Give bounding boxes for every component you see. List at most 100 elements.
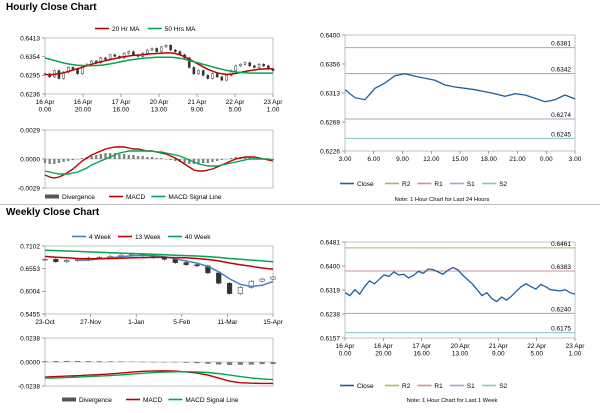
hourly-pivot-x-tick-label: 0.00 [540,156,553,163]
hourly-price-y-tick-label: 0.6413 [20,35,40,42]
divergence-bar [113,153,116,159]
candle-body [64,260,70,263]
divergence-bar [42,361,48,362]
weekly-pivot-x-tick-label: 23 Apr 1.00 [566,343,586,358]
candle-body [237,287,244,294]
candle-body [122,52,126,59]
macd-signal-line [44,150,274,175]
candle-body [132,51,135,56]
hourly-pivot-close-line [344,73,576,103]
divergence-bar [259,362,265,365]
divergence-bar [248,157,251,159]
weekly-price-x-tick-label: 27-Nov [80,319,102,326]
candle-body [146,49,149,54]
candle-body [248,280,254,288]
weekly-price-x-tick-label: 23-Oct [35,319,55,326]
weekly-pivot-y-tick-label: 0.6319 [320,287,340,294]
divergence-bar [99,154,102,159]
hourly-macd-legend-label: MACD [126,194,145,201]
hourly-pivot-note: Note: 1 Hour Chart for Last 24 Hours [395,197,490,203]
divergence-bar [174,159,177,161]
weekly-price-y-tick-label: 0.6004 [20,289,40,296]
candle-body [259,278,265,282]
candle-body [216,272,222,284]
candle-body [270,276,276,280]
hourly-pivot-legend-label: R1 [434,181,443,188]
weekly-pivot-close-line [344,266,576,303]
divergence-bar [136,156,140,159]
weekly-price-x-tick-label: 15-Apr [263,319,283,326]
weekly-macd-legend-label: MACD [143,397,162,404]
divergence-bar [90,156,93,159]
weekly-pivot-y-tick-label: 0.6481 [320,239,340,246]
hourly-price-x-tick-label: 21 Apr 9.00 [188,99,208,114]
weekly-macd-y-tick-label: -0.0238 [18,383,40,390]
divergence-bar [127,155,130,159]
hourly-price-y-tick-label: 0.6236 [20,91,40,98]
weekly-pivot-x-tick-label: 22 Apr 5.00 [527,343,547,358]
candle-body [211,73,214,79]
weekly-pivot-level-label: 0.6240 [551,306,571,313]
hourly-pivot-level-label: 0.6381 [551,41,571,48]
hourly-price-legend-label: 20 Hr MA [112,26,140,33]
divergence-bar [183,362,189,363]
hourly-price-x-tick-label: 22 Apr 5.00 [226,99,246,114]
weekly-macd-legend-label: Divergence [79,397,112,404]
hourly-pivot-plot-frame [344,34,576,152]
divergence-bar [109,153,112,159]
hourly-macd-y-tick-label: 0.0000 [20,156,40,163]
weekly-price-x-tick-label: 1-Jan [128,319,145,326]
divergence-bar [53,159,56,164]
candle-body [155,48,158,52]
hourly-macd-legend-swatch [45,194,59,199]
weekly-price-x-tick-label: 5-Feb [173,319,190,326]
weekly-pivot-x-tick-label: 16 Apr 0.00 [336,343,356,358]
candle-body [243,62,247,65]
candle-body [76,68,79,75]
hourly-pivot-x-tick-label: 12.00 [423,156,440,163]
divergence-bar [220,159,223,160]
candle-body [192,67,196,75]
weekly-pivot-legend-label: R1 [434,383,443,390]
candle-body [127,51,131,54]
hourly-pivot-level-label: 0.6342 [551,67,571,74]
divergence-bar [270,362,276,365]
weekly-pivot-x-tick-label: 17 Apr 16.00 [412,343,432,358]
weekly-pivot-legend-label: R2 [402,383,411,390]
weekly-macd-legend-swatch [62,397,76,402]
divergence-bar [155,158,158,159]
section-divider [0,204,600,205]
divergence-bar [48,159,51,164]
hourly-macd-y-tick-label: 0.0029 [20,127,40,134]
weekly-pivot-y-tick-label: 0.6238 [320,311,340,318]
candle-body [164,45,168,48]
candle-body [215,73,219,78]
weekly-price-legend-label: 40 Week [185,234,211,241]
hourly-pivot-y-tick-label: 0.6269 [320,119,340,126]
candle-body [206,75,210,79]
hourly-price-x-tick-label: 16 Apr 20.00 [74,99,94,114]
candle-body [234,65,238,71]
candle-body [99,57,103,63]
hourly-pivot-legend-label: R2 [402,181,411,188]
divergence-bar [150,157,154,159]
hourly-pivot-y-tick-label: 0.6356 [320,61,340,68]
candle-body [174,49,177,52]
weekly-price-legend-label: 4 Week [89,234,112,241]
divergence-bar [85,361,92,362]
weekly-pivot-x-tick-label: 21 Apr 9.00 [489,343,509,358]
weekly-pivot-level-label: 0.6461 [551,241,571,248]
divergence-bar [206,159,209,163]
divergence-bar [53,360,59,362]
candle-body [220,76,224,81]
divergence-bar [132,155,135,159]
weekly-pivot-x-tick-label: 20 Apr 13.00 [451,343,471,358]
hourly-price-legend-label: 50 Hrs MA [165,26,196,33]
candle-body [42,259,48,261]
weekly-price-y-tick-label: 0.6553 [20,266,40,273]
divergence-bar [118,361,124,362]
macd-signal-line [44,370,274,381]
weekly-pivot-plot-frame [344,241,576,339]
weekly-pivot-y-tick-label: 0.6400 [320,263,340,270]
divergence-bar [62,159,65,162]
